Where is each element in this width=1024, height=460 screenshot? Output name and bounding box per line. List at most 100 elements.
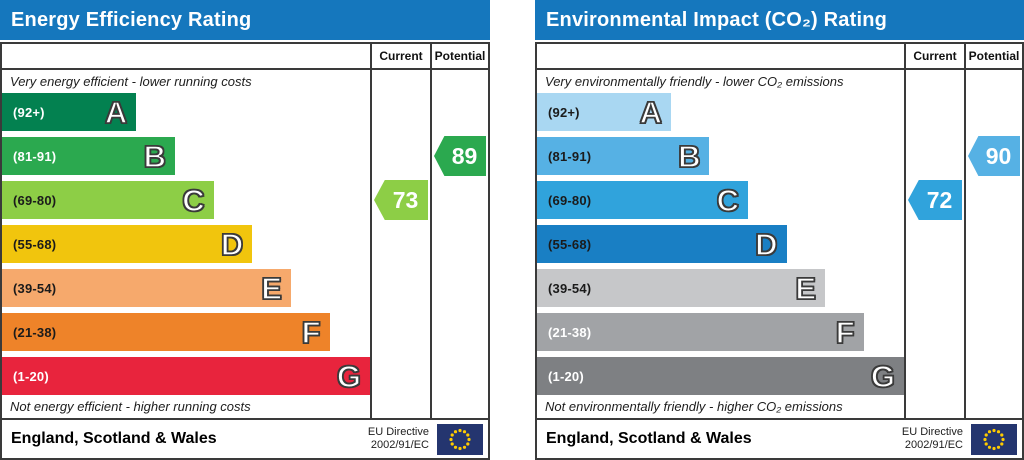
chart-title: Environmental Impact (CO₂) Rating [546,8,888,31]
band-range-label: (55-68) [13,236,57,252]
table-body: Very environmentally friendly - lower CO… [537,70,1022,418]
band-row-d: (55-68) D [2,225,370,263]
potential-rating-arrow: 89 [434,136,486,176]
band-bar-d: (55-68) D [2,225,253,263]
band-range-label: (21-38) [13,324,57,340]
band-range-label: (55-68) [548,236,592,252]
band-bar-f: (21-38) F [537,313,864,351]
band-bar-c: (69-80) C [537,181,749,219]
top-note: Very energy efficient - lower running co… [10,74,252,89]
band-row-f: (21-38) F [537,313,904,351]
band-row-g: (1-20) G [537,357,904,395]
band-bar-b: (81-91) B [2,137,175,175]
band-letter: A [104,94,128,130]
bands: (92+) A (81-91) B (69-80) C (55-68) D (39-54) E (2… [537,93,904,395]
table-header-row: Current Potential [537,44,1022,70]
current-column-body: 73 [370,70,430,418]
band-row-c: (69-80) C [537,181,904,219]
band-letter: B [143,138,167,174]
band-row-a: (92+) A [537,93,904,131]
energy-efficiency-rating-chart: Energy Efficiency Rating Current Potenti… [0,0,490,460]
band-range-label: (1-20) [548,368,584,384]
eu-flag-icon [971,423,1017,455]
bottom-note: Not energy efficient - higher running co… [10,399,251,414]
eu-directive-label: EU Directive 2002/91/EC [902,426,963,452]
band-row-e: (39-54) E [2,269,370,307]
band-row-a: (92+) A [2,93,370,131]
eu-directive-line1: EU Directive [367,425,429,438]
band-row-g: (1-20) G [2,357,370,395]
band-letter: A [639,94,663,130]
environmental-impact-rating-chart: Environmental Impact (CO₂) Rating Curren… [535,0,1024,460]
band-bar-g: (1-20) G [2,357,370,395]
top-note: Very environmentally friendly - lower CO… [545,74,844,89]
chart-title-bar: Energy Efficiency Rating [0,0,490,40]
band-row-c: (69-80) C [2,181,370,219]
band-bar-e: (39-54) E [537,269,826,307]
rating-table: Current Potential Very energy efficient … [0,42,490,460]
band-bar-d: (55-68) D [537,225,787,263]
potential-column-header: Potential [964,44,1022,68]
band-range-label: (69-80) [13,192,57,208]
band-letter: F [835,314,855,350]
bands: (92+) A (81-91) B (69-80) C (55-68) D (39-54) E (2… [2,93,370,395]
table-footer: England, Scotland & Wales EU Directive 2… [2,418,488,458]
eu-directive-line2: 2002/91/EC [904,439,963,451]
band-range-label: (39-54) [13,280,57,296]
current-column-header: Current [370,44,430,68]
rating-table: Current Potential Very environmentally f… [535,42,1024,460]
band-bar-g: (1-20) G [537,357,904,395]
band-range-label: (92+) [13,104,45,120]
table-footer: England, Scotland & Wales EU Directive 2… [537,418,1022,458]
band-letter: D [220,226,244,262]
band-bar-f: (21-38) F [2,313,330,351]
band-letter: D [754,226,778,262]
band-letter: E [260,270,282,306]
potential-rating-arrow: 90 [968,136,1020,176]
header-spacer [2,44,370,68]
band-range-label: (1-20) [13,368,49,384]
current-column-header: Current [904,44,964,68]
bands-column: Very energy efficient - lower running co… [2,70,370,418]
current-rating-arrow: 72 [908,180,962,220]
potential-column-header: Potential [430,44,488,68]
band-row-e: (39-54) E [537,269,904,307]
eu-directive-line1: EU Directive [901,425,963,438]
eu-flag-icon [437,423,483,455]
chart-title: Energy Efficiency Rating [11,8,252,31]
band-row-f: (21-38) F [2,313,370,351]
band-range-label: (92+) [548,104,580,120]
band-range-label: (69-80) [548,192,592,208]
table-body: Very energy efficient - lower running co… [2,70,488,418]
potential-column-body: 89 [430,70,488,418]
band-bar-a: (92+) A [537,93,671,131]
band-range-label: (81-91) [13,148,57,164]
band-letter: C [181,182,205,218]
band-letter: G [336,358,362,394]
band-letter: G [870,358,896,394]
current-rating-arrow: 73 [374,180,428,220]
band-row-b: (81-91) B [2,137,370,175]
table-header-row: Current Potential [2,44,488,70]
region-label: England, Scotland & Wales [11,430,217,447]
current-column-body: 72 [904,70,964,418]
band-row-b: (81-91) B [537,137,904,175]
band-bar-c: (69-80) C [2,181,214,219]
band-letter: C [716,182,740,218]
band-letter: B [677,138,701,174]
eu-directive-label: EU Directive 2002/91/EC [368,426,429,452]
band-range-label: (39-54) [548,280,592,296]
band-range-label: (81-91) [548,148,592,164]
band-range-label: (21-38) [548,324,592,340]
band-row-d: (55-68) D [537,225,904,263]
region-label: England, Scotland & Wales [546,430,752,447]
header-spacer [537,44,904,68]
band-bar-b: (81-91) B [537,137,710,175]
bottom-note: Not environmentally friendly - higher CO… [545,399,843,414]
chart-title-bar: Environmental Impact (CO₂) Rating [535,0,1024,40]
bands-column: Very environmentally friendly - lower CO… [537,70,904,418]
band-letter: E [795,270,817,306]
eu-directive-line2: 2002/91/EC [370,439,429,451]
band-bar-e: (39-54) E [2,269,291,307]
potential-column-body: 90 [964,70,1022,418]
